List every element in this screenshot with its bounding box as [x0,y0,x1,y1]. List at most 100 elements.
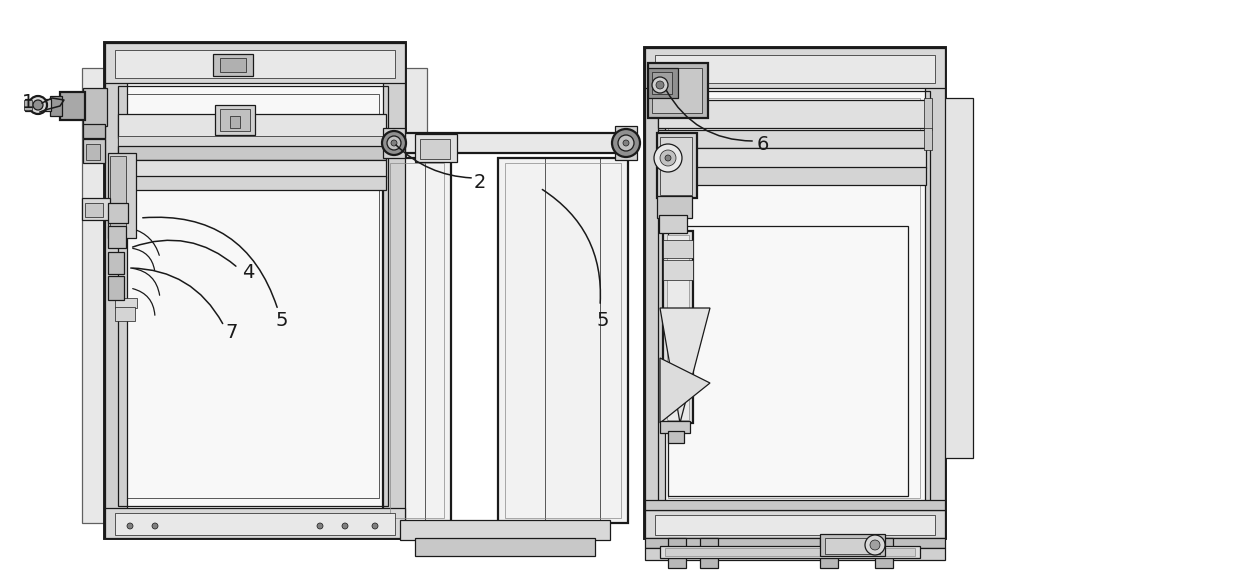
Polygon shape [660,308,710,423]
Circle shape [152,523,159,529]
Circle shape [128,523,133,529]
Bar [646,538,945,548]
Bar [659,215,686,233]
Bar [658,100,926,128]
Circle shape [382,131,406,155]
Circle shape [655,81,664,89]
Bar [216,105,255,135]
Bar [668,98,921,498]
Bar [24,100,32,110]
Bar [83,88,107,126]
Text: 5: 5 [276,310,289,329]
Bar [820,534,885,556]
Circle shape [870,540,880,550]
Bar [108,276,124,300]
Bar [657,133,698,198]
Bar [652,72,672,94]
Bar [85,203,103,217]
Bar [646,510,945,538]
Bar [115,307,135,321]
Circle shape [865,535,885,555]
Bar [646,548,945,560]
Bar [658,148,926,168]
Bar [83,139,105,163]
Bar [415,538,595,556]
Bar [128,94,379,498]
Circle shape [618,135,634,151]
Bar [115,513,395,535]
Bar [825,538,880,554]
Circle shape [342,523,348,529]
Bar [657,196,693,218]
Bar [85,144,100,160]
Bar [118,146,387,160]
Bar [59,92,85,120]
Text: 2: 2 [473,173,486,192]
Bar [420,139,450,159]
Bar [82,68,427,523]
Bar [663,231,693,423]
Bar [118,114,387,138]
Bar [105,43,405,538]
Bar [115,50,395,78]
Circle shape [33,100,43,110]
Circle shape [387,136,401,150]
Bar [118,86,388,506]
Bar [700,538,717,568]
Circle shape [654,144,681,172]
Bar [118,160,387,178]
Bar [660,546,921,558]
Bar [820,538,838,568]
Bar [383,158,451,523]
Bar [668,226,908,496]
Bar [646,500,945,510]
Bar [658,130,926,148]
Circle shape [372,523,378,529]
Bar [655,55,935,83]
Bar [663,240,693,258]
Bar [390,163,444,518]
Bar [83,124,105,138]
Text: 5: 5 [597,310,610,329]
Bar [926,48,945,538]
Bar [648,63,707,118]
Bar [405,133,615,153]
Bar [383,43,405,538]
Bar [667,235,689,420]
Bar [875,538,893,568]
Bar [668,538,686,568]
Bar [668,431,684,443]
Bar [655,515,935,535]
Bar [646,48,665,538]
Circle shape [623,140,629,146]
Bar [118,136,387,148]
Circle shape [28,96,47,114]
Bar [105,43,128,538]
Bar [82,198,110,220]
Bar [648,68,678,98]
Circle shape [652,77,668,93]
Bar [660,421,690,433]
Bar [506,163,621,518]
Text: 4: 4 [242,264,254,283]
Text: 6: 6 [757,135,769,154]
Bar [25,99,51,111]
Bar [924,128,932,150]
Bar [50,96,62,116]
Bar [658,91,930,506]
Bar [108,203,128,223]
Bar [615,126,637,160]
Bar [108,153,136,238]
Bar [118,176,387,190]
Bar [213,54,253,76]
Bar [660,137,693,195]
Bar [108,252,124,274]
Circle shape [612,129,641,157]
Text: 7: 7 [225,324,238,343]
Bar [110,156,126,236]
Bar [115,298,138,308]
Bar [498,158,628,523]
Circle shape [317,523,323,529]
Bar [221,109,250,131]
Bar [108,226,126,248]
